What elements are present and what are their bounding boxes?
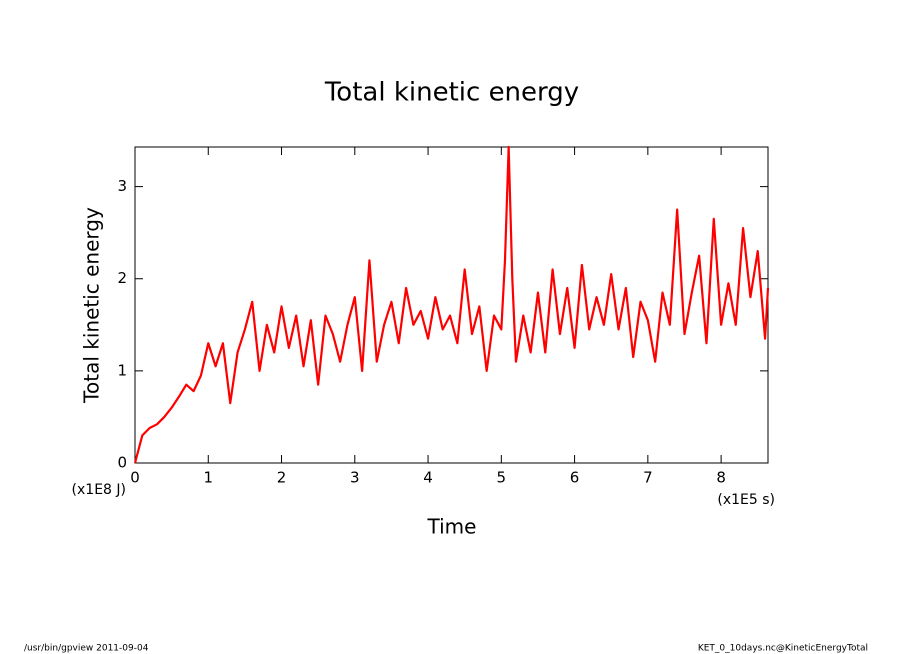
x-unit: (x1E5 s) <box>717 492 775 508</box>
x-tick-label: 2 <box>277 469 287 487</box>
x-tick-label: 8 <box>716 469 726 487</box>
x-tick-label: 0 <box>130 469 140 487</box>
x-tick-label: 7 <box>643 469 653 487</box>
y-tick-label: 0 <box>117 454 127 472</box>
x-tick-label: 3 <box>350 469 360 487</box>
x-axis-label: Time <box>427 515 477 539</box>
plot-frame <box>134 146 769 464</box>
x-tick-label: 5 <box>497 469 507 487</box>
x-tick-label: 4 <box>423 469 433 487</box>
y-tick-label: 1 <box>117 361 127 379</box>
y-tick-label: 3 <box>117 177 127 195</box>
footer-left: /usr/bin/gpview 2011-09-04 <box>24 644 149 654</box>
x-tick-label: 6 <box>570 469 580 487</box>
data-line <box>133 145 770 464</box>
chart-title: Total kinetic energy <box>324 78 579 108</box>
y-axis-label: Total kinetic energy <box>80 207 104 404</box>
x-tick-label: 1 <box>203 469 213 487</box>
y-unit: (x1E8 J) <box>72 482 126 498</box>
footer-right: KET_0_10days.nc@KineticEnergyTotal <box>698 644 868 654</box>
y-tick-label: 2 <box>117 269 127 287</box>
